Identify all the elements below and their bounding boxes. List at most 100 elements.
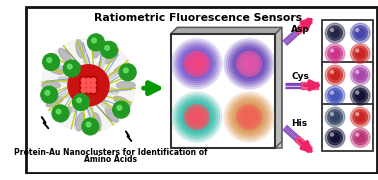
Circle shape — [184, 51, 209, 76]
Text: Cys: Cys — [291, 72, 309, 81]
Circle shape — [101, 41, 118, 58]
Circle shape — [355, 28, 365, 38]
Ellipse shape — [105, 107, 118, 122]
Circle shape — [230, 98, 268, 136]
Circle shape — [86, 122, 91, 127]
Circle shape — [244, 59, 254, 69]
Bar — [322, 20, 373, 67]
Circle shape — [328, 46, 342, 61]
Circle shape — [333, 115, 338, 120]
Text: Asp: Asp — [291, 25, 310, 34]
Ellipse shape — [113, 64, 131, 74]
Circle shape — [356, 91, 359, 94]
Circle shape — [241, 55, 257, 72]
Circle shape — [224, 92, 274, 142]
Circle shape — [176, 96, 218, 138]
Ellipse shape — [42, 82, 60, 89]
Circle shape — [174, 94, 220, 140]
Ellipse shape — [93, 113, 101, 131]
Circle shape — [328, 68, 342, 82]
Ellipse shape — [113, 96, 131, 107]
Polygon shape — [170, 27, 282, 34]
Circle shape — [117, 105, 122, 110]
Circle shape — [350, 23, 370, 43]
Circle shape — [358, 135, 363, 140]
Circle shape — [358, 31, 363, 35]
Ellipse shape — [46, 64, 64, 74]
Circle shape — [353, 26, 368, 40]
Circle shape — [331, 71, 333, 74]
Circle shape — [355, 112, 365, 122]
Ellipse shape — [84, 55, 89, 68]
Circle shape — [176, 43, 218, 85]
Circle shape — [184, 104, 209, 130]
Circle shape — [182, 49, 212, 78]
Circle shape — [172, 92, 222, 142]
Circle shape — [56, 109, 61, 114]
Circle shape — [234, 49, 264, 78]
Circle shape — [328, 88, 342, 103]
Circle shape — [358, 93, 363, 98]
Ellipse shape — [60, 91, 72, 98]
Circle shape — [247, 62, 251, 66]
Circle shape — [178, 45, 216, 83]
Circle shape — [186, 53, 207, 74]
Circle shape — [186, 107, 207, 128]
Circle shape — [90, 77, 97, 84]
Ellipse shape — [68, 62, 77, 72]
Circle shape — [226, 41, 272, 87]
Ellipse shape — [116, 82, 135, 89]
Circle shape — [178, 98, 216, 136]
Circle shape — [85, 82, 92, 89]
Circle shape — [350, 44, 370, 63]
Circle shape — [331, 49, 333, 52]
Circle shape — [81, 78, 86, 83]
Circle shape — [358, 115, 363, 120]
Circle shape — [230, 45, 268, 83]
Circle shape — [193, 60, 201, 68]
Circle shape — [247, 115, 251, 119]
Circle shape — [356, 71, 359, 74]
Text: Protein-Au Nanoclusters for Identification of: Protein-Au Nanoclusters for Identificati… — [14, 148, 208, 157]
Circle shape — [188, 55, 205, 72]
Circle shape — [330, 112, 340, 122]
Ellipse shape — [46, 96, 64, 107]
Circle shape — [350, 65, 370, 85]
Circle shape — [237, 104, 262, 130]
Circle shape — [237, 51, 262, 76]
Circle shape — [81, 88, 86, 93]
Circle shape — [188, 109, 205, 125]
Circle shape — [86, 88, 91, 93]
Circle shape — [330, 28, 340, 38]
Bar — [322, 104, 373, 151]
Circle shape — [328, 110, 342, 124]
Ellipse shape — [105, 72, 117, 80]
Circle shape — [80, 77, 87, 84]
Circle shape — [192, 59, 202, 69]
Circle shape — [333, 93, 338, 98]
Circle shape — [239, 107, 260, 128]
Circle shape — [82, 118, 99, 135]
Circle shape — [356, 29, 359, 32]
Circle shape — [325, 65, 345, 85]
Circle shape — [113, 101, 130, 118]
Circle shape — [192, 112, 202, 122]
Circle shape — [325, 107, 345, 127]
Bar — [170, 34, 275, 148]
Circle shape — [245, 113, 253, 121]
Circle shape — [90, 82, 97, 89]
Circle shape — [180, 100, 214, 134]
FancyArrow shape — [295, 18, 312, 35]
Circle shape — [124, 68, 128, 73]
Circle shape — [243, 58, 256, 70]
Circle shape — [333, 51, 338, 56]
Circle shape — [228, 96, 270, 138]
Circle shape — [172, 39, 222, 89]
Circle shape — [193, 113, 201, 121]
Circle shape — [353, 46, 368, 61]
Circle shape — [331, 133, 333, 136]
Circle shape — [73, 94, 90, 111]
Circle shape — [91, 88, 96, 93]
Circle shape — [245, 60, 253, 68]
Circle shape — [90, 87, 97, 94]
